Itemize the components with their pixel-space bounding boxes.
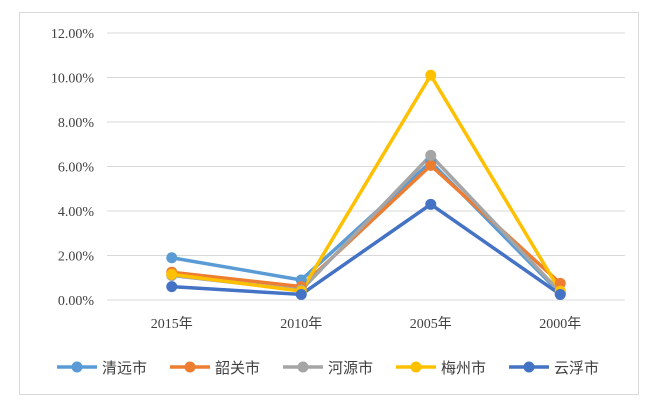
legend-marker	[184, 361, 196, 373]
legend-label: 云浮市	[554, 359, 599, 377]
data-point	[425, 198, 437, 210]
legend-marker	[410, 361, 422, 373]
data-point	[425, 159, 437, 171]
data-point	[425, 149, 437, 161]
legend-item: 韶关市	[170, 359, 260, 377]
y-tick-label: 12.00%	[51, 27, 95, 42]
x-tick-label: 2005年	[410, 316, 452, 332]
x-tick-label: 2015年	[151, 316, 193, 332]
legend-label: 梅州市	[441, 359, 486, 377]
y-tick-label: 6.00%	[58, 161, 95, 176]
data-point	[554, 288, 566, 300]
legend-item: 河源市	[283, 359, 373, 377]
legend-marker	[71, 361, 83, 373]
y-tick-label: 8.00%	[58, 116, 95, 131]
data-point	[166, 252, 178, 264]
data-point	[166, 268, 178, 280]
legend-label: 河源市	[328, 359, 373, 377]
y-tick-label: 10.00%	[51, 72, 95, 87]
legend-item: 梅州市	[396, 359, 486, 377]
legend-item: 清远市	[57, 359, 147, 377]
series-points	[166, 69, 566, 300]
data-point	[166, 281, 178, 293]
series-lines	[170, 73, 562, 297]
legend-item: 云浮市	[509, 359, 599, 377]
legend-label: 清远市	[102, 359, 147, 377]
series-line-3	[170, 73, 562, 293]
y-tick-label: 0.00%	[58, 294, 95, 309]
chart-frame	[19, 12, 639, 395]
x-tick-label: 2000年	[539, 316, 581, 332]
legend: 清远市 韶关市 河源市 梅州市 云浮市	[57, 359, 599, 377]
y-tick-label: 4.00%	[58, 205, 95, 220]
x-axis-ticks: 2015年 2010年 2005年 2000年	[151, 316, 582, 332]
data-point	[425, 69, 437, 81]
series-line-4	[170, 202, 562, 297]
legend-marker	[297, 361, 309, 373]
y-axis-ticks: 0.00% 2.00% 4.00% 6.00% 8.00% 10.00% 12.00%	[51, 27, 95, 309]
data-point	[554, 277, 566, 289]
legend-label: 韶关市	[215, 359, 260, 377]
series-line-2	[170, 153, 562, 294]
y-tick-label: 2.00%	[58, 250, 95, 265]
legend-marker	[523, 361, 535, 373]
data-point	[295, 288, 307, 300]
x-tick-label: 2010年	[280, 316, 322, 332]
